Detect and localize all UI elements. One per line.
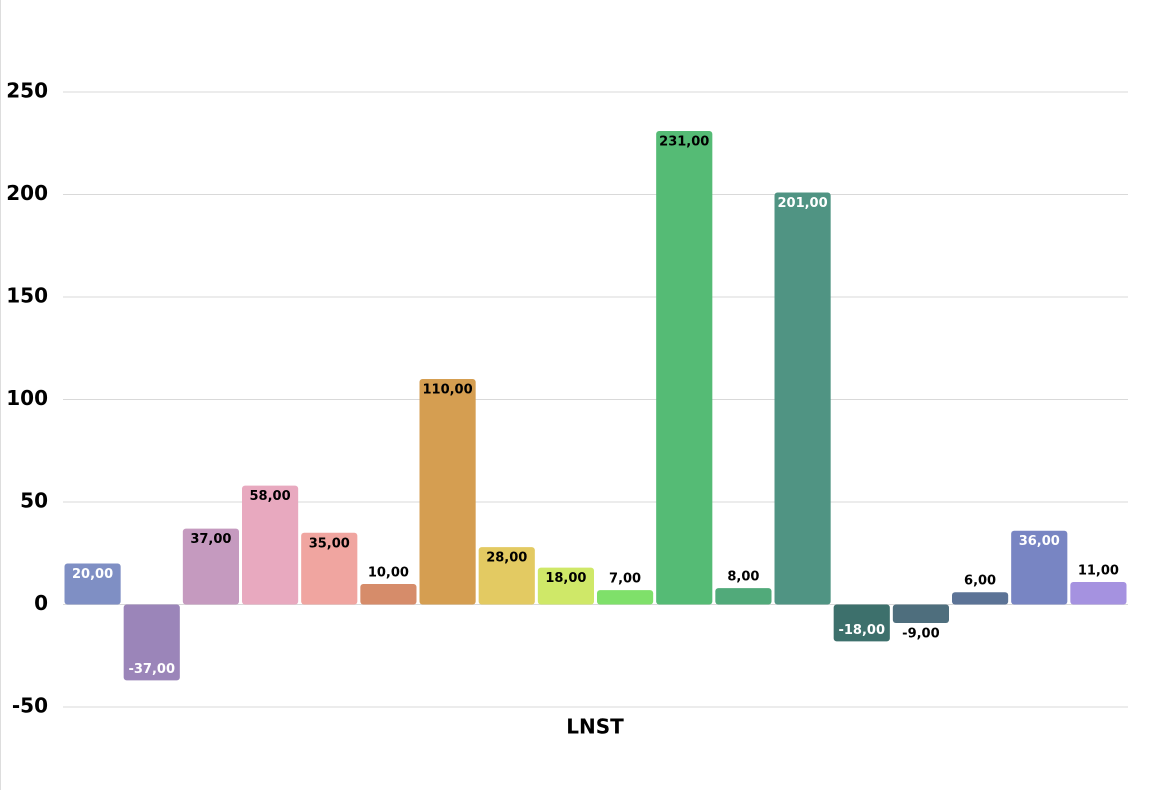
value-label: 37,00 bbox=[190, 532, 231, 547]
value-label: 8,00 bbox=[727, 570, 759, 585]
x-axis-label: LNST bbox=[566, 715, 624, 739]
bar bbox=[656, 130, 713, 605]
value-label: 58,00 bbox=[250, 489, 291, 504]
bar bbox=[952, 592, 1009, 605]
bar bbox=[1070, 581, 1127, 605]
bar bbox=[1011, 530, 1068, 605]
value-label: 110,00 bbox=[422, 383, 472, 398]
bar bbox=[833, 604, 890, 642]
value-label: 7,00 bbox=[609, 572, 641, 587]
value-label: 10,00 bbox=[368, 566, 409, 581]
bar bbox=[478, 547, 535, 605]
y-tick-label: 0 bbox=[34, 591, 48, 615]
y-tick-label: 150 bbox=[6, 284, 48, 308]
bar bbox=[182, 528, 239, 605]
value-label: -37,00 bbox=[128, 662, 175, 677]
y-tick-label: 250 bbox=[6, 79, 48, 103]
bar bbox=[360, 584, 417, 605]
value-label: 28,00 bbox=[486, 551, 527, 566]
bar bbox=[123, 604, 180, 681]
value-label: 35,00 bbox=[309, 536, 350, 551]
y-tick-label: 100 bbox=[6, 386, 48, 410]
value-label: 6,00 bbox=[964, 574, 996, 589]
y-tick-label: 200 bbox=[6, 181, 48, 205]
value-label: 201,00 bbox=[777, 196, 827, 211]
value-label: -9,00 bbox=[902, 626, 939, 641]
bar bbox=[242, 485, 299, 605]
y-tick-label: 50 bbox=[20, 489, 48, 513]
value-label: 20,00 bbox=[72, 567, 113, 582]
bar bbox=[715, 588, 772, 605]
y-tick-label: -50 bbox=[12, 694, 48, 718]
bar bbox=[301, 532, 358, 605]
bar bbox=[64, 563, 121, 605]
bar bbox=[537, 567, 594, 605]
value-label: 11,00 bbox=[1078, 563, 1119, 578]
bar bbox=[419, 379, 476, 605]
bar bbox=[892, 604, 949, 623]
bar bbox=[774, 192, 831, 605]
value-label: -18,00 bbox=[838, 623, 885, 638]
value-label: 36,00 bbox=[1019, 534, 1060, 549]
bar bbox=[597, 590, 654, 605]
value-label: 18,00 bbox=[545, 571, 586, 586]
value-label: 231,00 bbox=[659, 134, 709, 149]
